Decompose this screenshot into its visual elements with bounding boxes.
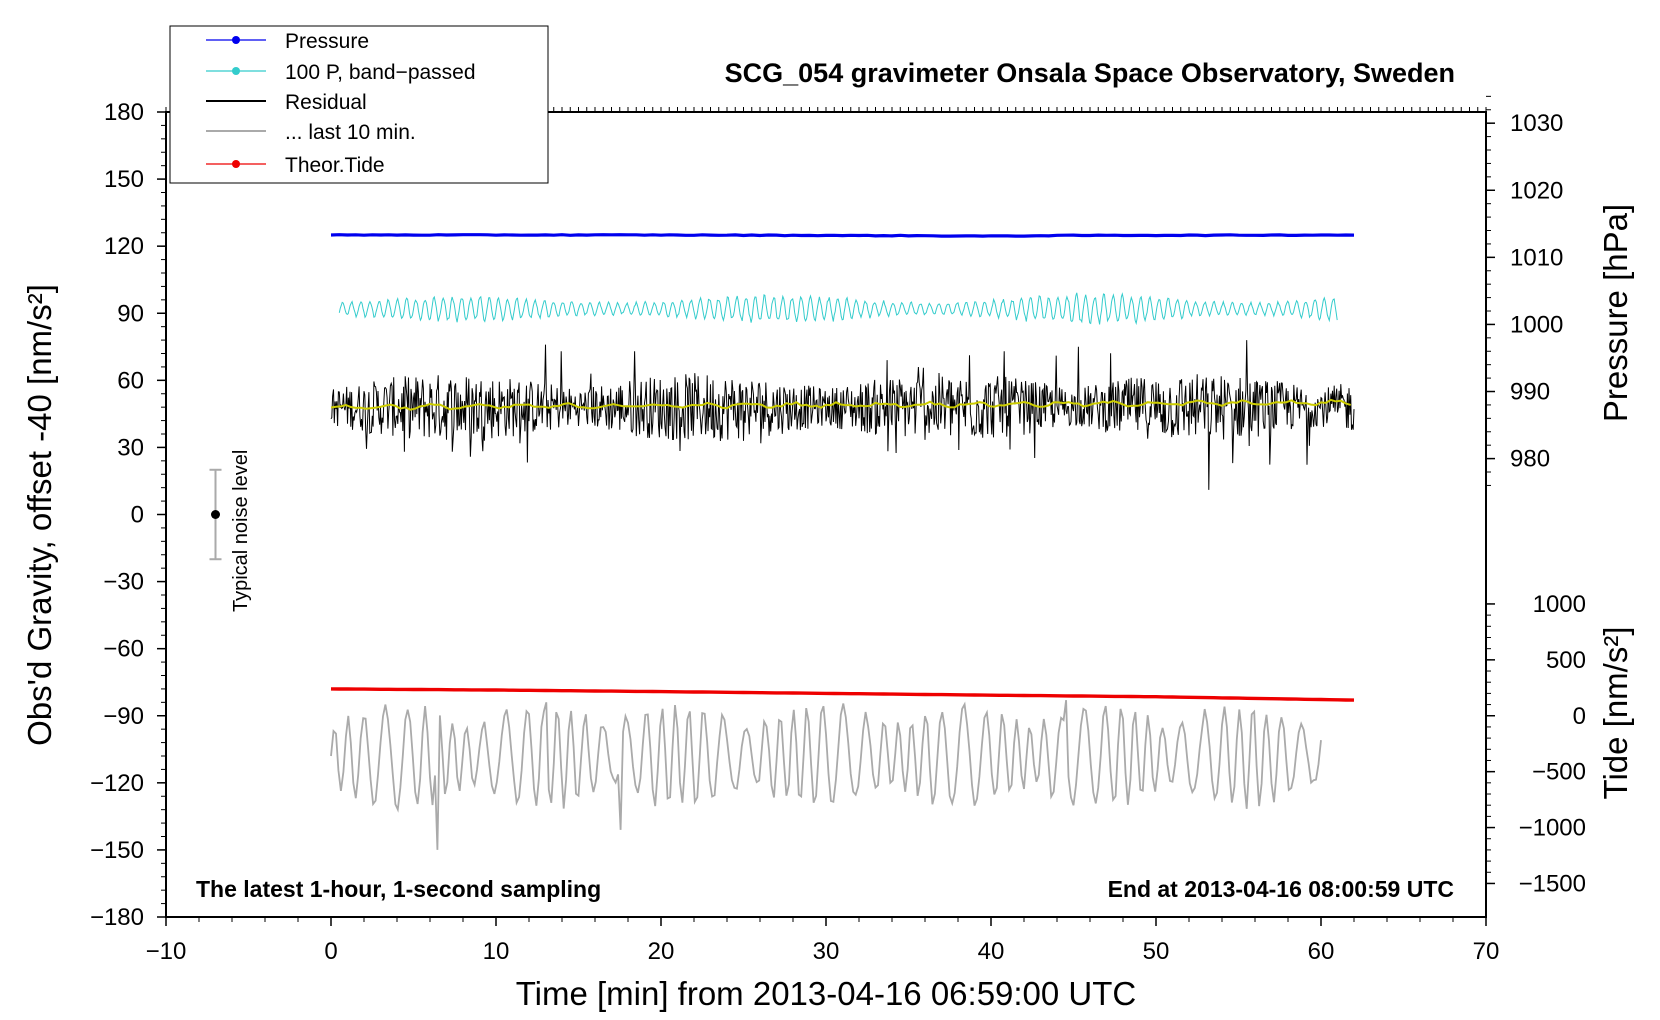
legend-box bbox=[169, 25, 549, 184]
series-layer bbox=[330, 233, 1355, 850]
x-tick-label: −10 bbox=[146, 938, 187, 965]
y-tick-label: −60 bbox=[103, 636, 144, 663]
legend-marker-tide bbox=[232, 160, 240, 168]
pressure-line bbox=[330, 233, 1355, 238]
y-tick-label: −180 bbox=[90, 904, 144, 931]
pressure-axis-title: Pressure [hPa] bbox=[1597, 204, 1634, 422]
x-axis-title: Time [min] from 2013-04-16 06:59:00 UTC bbox=[516, 975, 1137, 1012]
tide-tick-labels: 1000 500 0 −500 −1000 −1500 bbox=[1519, 591, 1586, 898]
pressure-tick-label: 1020 bbox=[1510, 177, 1563, 204]
pressure-tick-label: 1030 bbox=[1510, 110, 1563, 137]
axis-ticks bbox=[157, 95, 1495, 926]
x-tick-label: 70 bbox=[1473, 938, 1500, 965]
tide-axis-title: Tide [nm/s²] bbox=[1597, 627, 1634, 800]
pressure-tick-label: 1010 bbox=[1510, 244, 1563, 271]
legend-marker-pressure bbox=[232, 36, 240, 44]
y-tick-label: −120 bbox=[90, 770, 144, 797]
x-tick-label: 40 bbox=[978, 938, 1005, 965]
x-tick-label: 60 bbox=[1308, 938, 1335, 965]
x-tick-label: 50 bbox=[1143, 938, 1170, 965]
pressure-tick-label: 990 bbox=[1510, 379, 1550, 406]
legend-item-pressure: Pressure bbox=[206, 30, 369, 53]
plot-frame bbox=[165, 111, 1487, 918]
tide-tick-label: −1500 bbox=[1519, 870, 1586, 897]
y-tick-label: −150 bbox=[90, 837, 144, 864]
chart-title: SCG_054 gravimeter Onsala Space Observat… bbox=[725, 58, 1455, 88]
noise-center-dot bbox=[211, 510, 220, 519]
y-tick-label: 90 bbox=[117, 300, 144, 327]
left-y-axis-title: Obs'd Gravity, offset -40 [nm/s²] bbox=[21, 284, 58, 746]
tide-tick-label: 0 bbox=[1573, 703, 1586, 730]
tide-tick-label: 1000 bbox=[1533, 591, 1586, 618]
noise-indicator: Typical noise level bbox=[209, 450, 252, 612]
noise-label: Typical noise level bbox=[230, 450, 252, 612]
legend-item-bandpass: 100 P, band−passed bbox=[206, 61, 476, 84]
tide-tick-label: −500 bbox=[1532, 759, 1586, 786]
x-tick-label: 20 bbox=[648, 938, 675, 965]
y-tick-label: 60 bbox=[117, 367, 144, 394]
sampling-note: The latest 1-hour, 1-second sampling bbox=[196, 876, 601, 902]
legend-label-bandpass: 100 P, band−passed bbox=[285, 61, 476, 84]
y-tick-label: −90 bbox=[103, 703, 144, 730]
x-tick-label: 0 bbox=[324, 938, 337, 965]
legend: Pressure 100 P, band−passed Residual ...… bbox=[169, 25, 549, 184]
legend-label-tide: Theor.Tide bbox=[285, 154, 385, 177]
end-time-note: End at 2013-04-16 08:00:59 UTC bbox=[1108, 876, 1454, 902]
y-tick-label: 150 bbox=[104, 166, 144, 193]
legend-marker-bandpass bbox=[232, 67, 240, 75]
y-tick-label: 120 bbox=[104, 233, 144, 260]
legend-item-tide: Theor.Tide bbox=[206, 154, 385, 177]
y-tick-label: 180 bbox=[104, 99, 144, 126]
y-tick-label: 30 bbox=[117, 434, 144, 461]
legend-label-last10: ... last 10 min. bbox=[285, 121, 416, 144]
legend-item-residual: Residual bbox=[206, 91, 367, 114]
last-10-min-line bbox=[330, 699, 1322, 850]
legend-label-pressure: Pressure bbox=[285, 30, 369, 53]
residual-smoothed-line bbox=[330, 398, 1351, 411]
residual-line bbox=[330, 340, 1355, 490]
x-tick-label: 30 bbox=[813, 938, 840, 965]
left-y-tick-labels: 180 150 120 90 60 30 0 −30 −60 −90 −120 −150 −180 bbox=[90, 99, 144, 931]
y-tick-label: 0 bbox=[131, 502, 144, 529]
tide-line bbox=[330, 687, 1355, 702]
bandpassed-pressure-line bbox=[338, 292, 1338, 326]
legend-item-last10: ... last 10 min. bbox=[206, 121, 416, 144]
x-tick-labels: −10 0 10 20 30 40 50 60 70 bbox=[146, 938, 1500, 965]
pressure-tick-labels: 1030 1020 1010 1000 990 980 bbox=[1510, 110, 1563, 472]
y-tick-label: −30 bbox=[103, 569, 144, 596]
pressure-tick-label: 980 bbox=[1510, 446, 1550, 473]
x-tick-label: 10 bbox=[483, 938, 510, 965]
tide-tick-label: −1000 bbox=[1519, 815, 1586, 842]
tide-tick-label: 500 bbox=[1546, 647, 1586, 674]
legend-label-residual: Residual bbox=[285, 91, 367, 114]
pressure-tick-label: 1000 bbox=[1510, 311, 1563, 338]
